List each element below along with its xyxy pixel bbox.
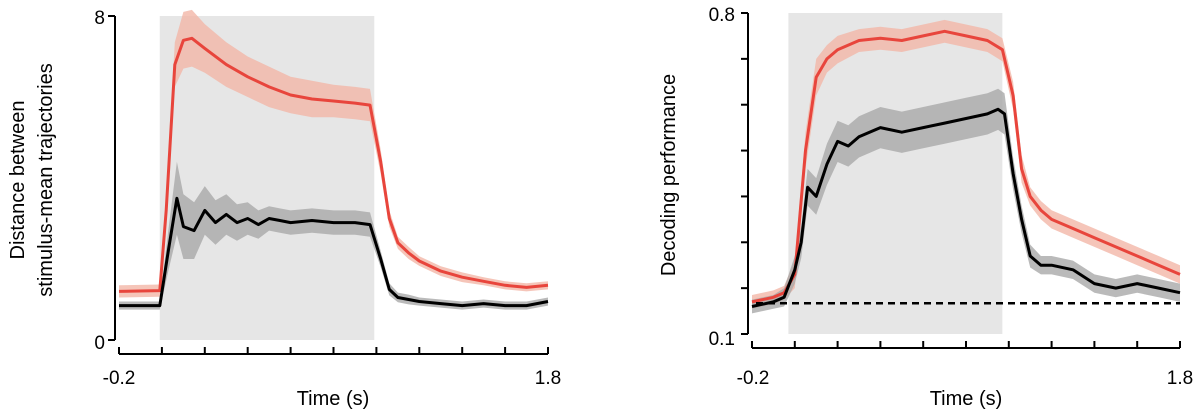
left-x-min-label: -0.2 [103, 368, 136, 389]
left-panel: 8 0 -0.2 1.8 Time (s) Distance between s… [7, 8, 561, 410]
right-plot-series [751, 19, 1181, 314]
right-panel: 0.8 0.1 -0.2 1.8 Time (s) Decoding perfo… [658, 5, 1193, 410]
black-series-line [751, 107, 1181, 308]
left-x-max-label: 1.8 [535, 368, 561, 389]
right-x-min-label: -0.2 [737, 368, 770, 389]
left-y-min-label: 0 [94, 333, 105, 354]
red-series-line [751, 29, 1181, 304]
right-y-axis-title: Decoding performance [658, 74, 680, 276]
right-axes [741, 12, 1181, 349]
right-y-min-label: 0.1 [709, 329, 735, 350]
black-error-band [119, 161, 548, 310]
left-y-axis-title-line1: Distance between [7, 101, 29, 260]
red-series-line [118, 36, 549, 293]
left-y-max-label: 8 [94, 8, 105, 29]
left-axes [108, 15, 549, 355]
right-x-axis-title: Time (s) [930, 388, 1003, 410]
black-error-band [752, 88, 1180, 314]
left-plot-series [118, 9, 549, 310]
black-series-line [119, 196, 549, 308]
right-y-max-label: 0.8 [709, 5, 735, 26]
left-x-axis-title: Time (s) [297, 388, 370, 410]
red-error-band [752, 19, 1180, 309]
left-y-axis-title-line2: stimulus-mean trajectories [35, 63, 57, 296]
right-x-max-label: 1.8 [1167, 368, 1193, 389]
red-error-band [119, 9, 548, 298]
